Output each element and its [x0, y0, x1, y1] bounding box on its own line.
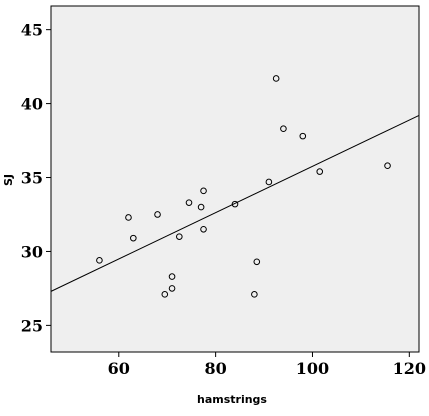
data-point: [161, 291, 169, 298]
y-axis: 25 30 35 40 45: [21, 21, 51, 335]
data-point: [200, 187, 207, 195]
y-tick-label: 45: [21, 21, 43, 40]
data-point: [125, 214, 132, 221]
fit-line: [50, 114, 420, 292]
data-point: [280, 125, 287, 133]
x-axis-title: hamstrings: [197, 393, 267, 406]
x-tick-label: 120: [393, 359, 426, 378]
data-point: [130, 234, 137, 242]
x-tick-label: 80: [204, 359, 226, 378]
data-points-layer: [96, 75, 391, 298]
data-point: [231, 200, 239, 208]
y-tick-label: 35: [21, 169, 43, 188]
data-point: [384, 162, 391, 169]
y-axis-title: SJ: [2, 174, 15, 186]
plot-area: [51, 6, 419, 352]
y-tick-label: 40: [21, 95, 43, 114]
data-point: [176, 233, 183, 240]
data-point: [200, 225, 207, 233]
data-point: [154, 211, 161, 218]
x-tick-label: 100: [296, 359, 329, 378]
y-tick-label: 30: [21, 242, 43, 261]
data-point: [168, 273, 176, 280]
x-axis: 60 80 100 120: [108, 352, 426, 378]
plot-frame: [50, 5, 420, 353]
data-point: [96, 257, 103, 264]
data-point: [265, 178, 273, 186]
data-point: [316, 168, 324, 175]
data-point: [251, 291, 258, 298]
x-tick-label: 60: [108, 359, 130, 378]
data-point: [272, 75, 280, 82]
data-point: [253, 258, 261, 266]
y-tick-label: 25: [21, 316, 43, 335]
data-point: [185, 199, 193, 206]
fit-line-layer: [50, 114, 420, 292]
data-point: [299, 132, 307, 140]
data-point: [168, 285, 176, 292]
data-point: [197, 203, 205, 211]
